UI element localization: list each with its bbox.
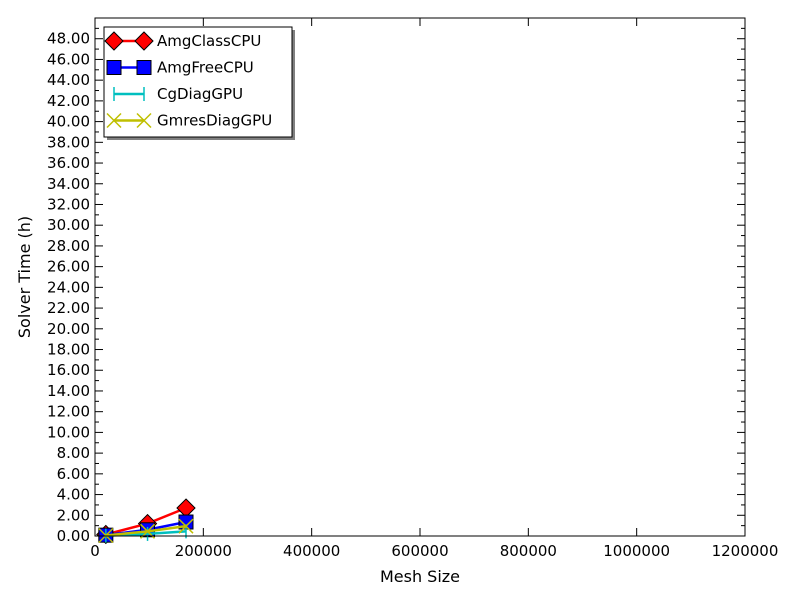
data-point-gmresdiaggpu xyxy=(98,527,114,544)
legend-marker-gmresdiaggpu-stroke-b xyxy=(136,112,152,129)
y-tick-label: 48.00 xyxy=(47,30,90,48)
data-point-gmresdiaggpu xyxy=(178,518,194,534)
y-tick-label: 2.00 xyxy=(57,506,90,524)
y-tick-label: 38.00 xyxy=(47,133,90,151)
legend-marker-amgfreecpu xyxy=(136,60,152,75)
data-point-gmresdiaggpu-stroke-b xyxy=(98,527,114,544)
y-tick-label: 8.00 xyxy=(57,444,90,462)
y-tick-label: 24.00 xyxy=(47,278,90,296)
axis-ticks: 0.00 2.00 4.00 6.00 8.00 10.00 12.00 14.00 16.00… xyxy=(47,18,778,560)
y-tick-label: 22.00 xyxy=(47,299,90,317)
legend-marker-gmresdiaggpu xyxy=(136,112,152,129)
x-tick-label: 200000 xyxy=(175,542,232,560)
y-tick-label: 0.00 xyxy=(57,527,90,545)
data-series xyxy=(96,498,196,545)
legend-marker-amgfreecpu xyxy=(106,60,122,75)
legend-marker-gmresdiaggpu-stroke-b xyxy=(106,112,122,129)
y-tick-label: 6.00 xyxy=(57,465,90,483)
y-tick-label: 14.00 xyxy=(47,382,90,400)
y-tick-label: 4.00 xyxy=(57,486,90,504)
x-tick-label: 600000 xyxy=(391,542,448,560)
legend-marker-amgclasscpu xyxy=(104,31,124,51)
legend-marker-amgclasscpu xyxy=(134,31,154,51)
x-tick-label: 400000 xyxy=(283,542,340,560)
plot-frame xyxy=(94,17,746,537)
y-tick-label: 36.00 xyxy=(47,154,90,172)
x-tick-label: 0 xyxy=(90,542,100,560)
legend-label-amgclasscpu: AmgClassCPU xyxy=(157,32,261,50)
y-tick-label: 18.00 xyxy=(47,341,90,359)
y-tick-label: 30.00 xyxy=(47,216,90,234)
x-tick-label: 1200000 xyxy=(712,542,779,560)
y-tick-label: 32.00 xyxy=(47,195,90,213)
y-tick-label: 16.00 xyxy=(47,361,90,379)
legend-marker-gmresdiaggpu xyxy=(106,112,122,129)
x-tick-label: 800000 xyxy=(500,542,557,560)
y-tick-label: 34.00 xyxy=(47,175,90,193)
legend-box xyxy=(103,26,293,138)
y-axis-label: Solver Time (h) xyxy=(15,216,34,338)
x-axis-label: Mesh Size xyxy=(380,567,460,586)
y-tick-label: 44.00 xyxy=(47,71,90,89)
y-tick-label: 10.00 xyxy=(47,423,90,441)
legend-label-cgdiaggpu: CgDiagGPU xyxy=(157,85,243,103)
y-tick-label: 28.00 xyxy=(47,237,90,255)
x-tick-label: 1000000 xyxy=(603,542,670,560)
legend-label-amgfreecpu: AmgFreeCPU xyxy=(157,59,254,77)
y-tick-label: 40.00 xyxy=(47,113,90,131)
y-tick-label: 42.00 xyxy=(47,92,90,110)
y-tick-label: 20.00 xyxy=(47,320,90,338)
legend: AmgClassCPU AmgFreeCPU CgDiagGPU GmresDiagG… xyxy=(103,26,295,140)
legend-label-gmresdiaggpu: GmresDiagGPU xyxy=(157,112,272,130)
y-tick-label: 46.00 xyxy=(47,50,90,68)
y-tick-label: 12.00 xyxy=(47,403,90,421)
data-point-gmresdiaggpu-stroke-b xyxy=(178,518,194,534)
y-tick-label: 26.00 xyxy=(47,258,90,276)
